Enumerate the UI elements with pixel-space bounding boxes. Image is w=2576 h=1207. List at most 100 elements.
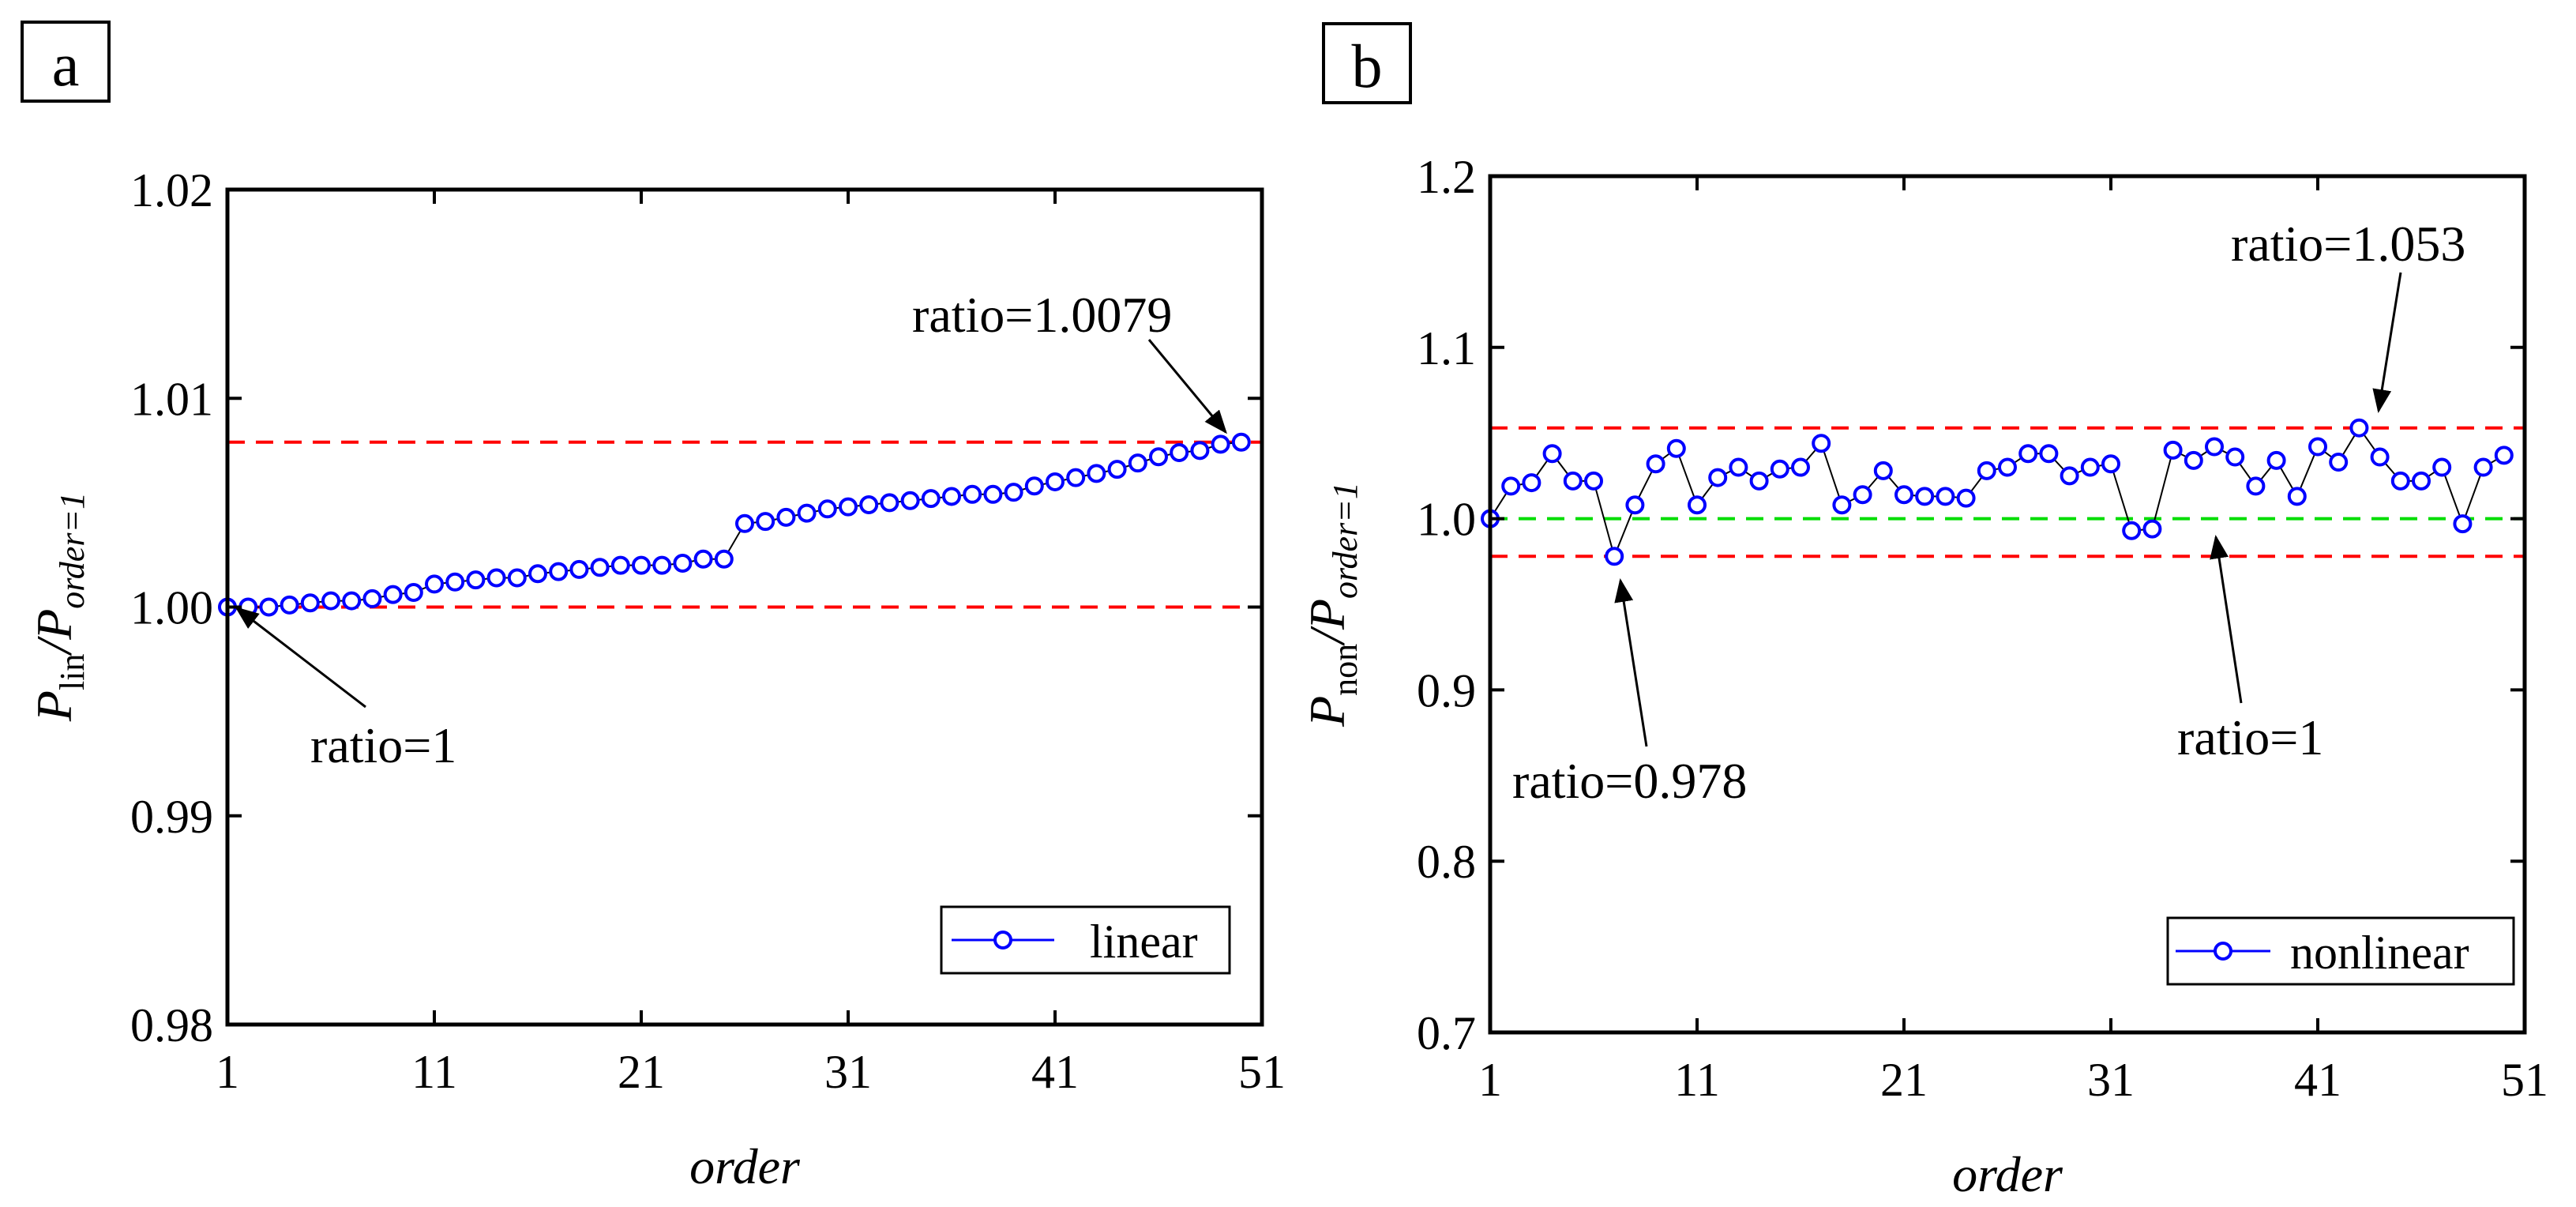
panel-b-data-point (1915, 487, 1935, 506)
panel-b-data-point (1708, 468, 1728, 487)
panel-a-data-point (652, 555, 672, 575)
panel-a-data-point (300, 593, 320, 613)
panel-a-annotation-max-arrow (1147, 339, 1227, 434)
panel-b-data-point (2308, 437, 2327, 457)
panel-b-data-point (1998, 457, 2017, 477)
panel-b-data-point (1749, 471, 1769, 491)
panel-b-annotation-one-arrow (2210, 535, 2243, 704)
panel-b-data-point (2184, 450, 2203, 470)
panel-b-data-point (2225, 447, 2245, 467)
panel-b-data-point (2163, 440, 2183, 460)
panel-a-data-point (1170, 442, 1189, 462)
panel-b-reference-lines (1490, 426, 2525, 558)
panel-b-data-point (1666, 438, 1686, 458)
panel-b-x-tick-label: 21 (1880, 1054, 1928, 1106)
panel-b-data-point (2018, 444, 2038, 464)
panel-a-legend-label: linear (1090, 916, 1198, 968)
panel-b-data-point (1501, 476, 1521, 496)
panel-a-data-point (1066, 468, 1086, 487)
panel-b-data-point (1605, 547, 1624, 566)
panel-a-data-point (776, 507, 796, 527)
panel-b-data-point (2390, 471, 2410, 491)
panel-a-data-point (963, 484, 982, 504)
panel-b-data-point (1791, 457, 1810, 477)
panel-b-annotation-low-arrow (1614, 578, 1648, 747)
panel-a-data-point (507, 568, 527, 588)
panel-a-data-point (610, 555, 630, 575)
panel-a-y-tick-label: 1.01 (130, 373, 213, 425)
panel-b-series (1481, 418, 2514, 566)
panel-b: b 1 11 21 31 41 510.70.80.91.01.11.2 order Pn… (1299, 22, 2548, 1202)
panel-a-ticks: 1 11 21 31 41 510.980.991.001.011.02 (130, 164, 1286, 1098)
panel-a-x-tick-label: 11 (411, 1046, 457, 1098)
panel-b-data-point (2205, 437, 2224, 457)
panel-b-data-point (1832, 495, 1852, 515)
panel-a-data-point (259, 597, 279, 617)
panel-b-y-tick-label: 1.2 (1417, 151, 1476, 203)
panel-a-data-point (673, 554, 693, 573)
panel-a-data-point (1211, 434, 1230, 454)
panel-b-annotation-one: ratio=1 (2177, 709, 2323, 765)
panel-a-data-point (321, 591, 340, 611)
panel-b-legend-marker (2214, 942, 2232, 961)
panel-a: a 1 11 21 31 41 510.980.991.001.011.02 order … (21, 21, 1286, 1194)
panel-b-data-point (2122, 521, 2142, 540)
panel-b-data-point (1522, 473, 1541, 493)
panel-a-label: a (52, 30, 80, 99)
panel-b-data-point (1853, 485, 1872, 505)
panel-b-x-tick-label: 1 (1478, 1054, 1502, 1106)
panel-b-y-tick-label: 1.1 (1417, 322, 1476, 374)
panel-a-data-point (714, 549, 734, 569)
panel-b-data-point (1688, 495, 1707, 515)
panel-b-data-point (2329, 453, 2349, 472)
panel-a-legend-marker (993, 931, 1012, 949)
panel-a-series-line-0 (227, 441, 1241, 608)
panel-b-data-point (1729, 457, 1748, 477)
panel-a-data-point (900, 491, 920, 510)
panel-b-y-tick-label: 0.9 (1417, 664, 1476, 716)
panel-a-data-point (1004, 483, 1023, 502)
panel-b-x-tick-label: 11 (1674, 1054, 1720, 1106)
panel-b-data-point (2101, 454, 2120, 474)
panel-b-data-point (1625, 495, 1645, 515)
panel-a-reference-lines (227, 440, 1262, 609)
panel-b-data-point (2370, 447, 2390, 467)
panel-a-data-point (1107, 460, 1127, 479)
panel-a-data-point (528, 564, 547, 584)
panel-a-data-point (1231, 432, 1251, 452)
panel-b-x-tick-label: 51 (2501, 1054, 2548, 1106)
panel-b-label-box (1322, 22, 1412, 104)
panel-b-y-axis-label: Pnon/Porder=1 (1299, 482, 1365, 728)
panel-b-data-point (1936, 487, 1955, 506)
panel-b-data-point (1563, 471, 1583, 491)
panel-a-x-axis-label: order (689, 1138, 801, 1194)
panel-a-data-point (486, 568, 506, 588)
panel-b-label: b (1352, 32, 1383, 100)
panel-a-data-point (466, 570, 486, 590)
panel-a-data-point (342, 591, 362, 611)
panel-a-annotation-min-arrow (235, 607, 366, 709)
panel-a-data-point (756, 512, 775, 532)
panel-b-data-point (2266, 450, 2286, 470)
panel-a-y-axis-label: Plin/Porder=1 (26, 492, 92, 722)
panel-a-y-tick-label: 1.02 (130, 164, 213, 216)
panel-b-x-tick-label: 41 (2294, 1054, 2341, 1106)
panel-b-ticks: 1 11 21 31 41 510.70.80.91.01.11.2 (1417, 151, 2548, 1106)
panel-a-data-point (797, 503, 817, 523)
panel-a-data-point (735, 513, 754, 533)
panel-a-data-point (1128, 453, 1147, 473)
panel-b-x-axis-label: order (1952, 1146, 2063, 1202)
panel-a-data-point (1046, 472, 1065, 491)
panel-b-data-point (1894, 485, 1913, 505)
panel-a-data-point (549, 562, 569, 581)
panel-a-data-point (404, 583, 423, 603)
panel-b-data-point (1542, 444, 1562, 464)
panel-a-series (218, 432, 1251, 617)
panel-b-plot-frame (1488, 174, 2527, 1035)
panel-b-data-point (2039, 444, 2059, 464)
panel-a-data-point (425, 574, 444, 594)
panel-a-x-tick-label: 51 (1238, 1046, 1286, 1098)
panel-a-y-tick-label: 0.99 (130, 791, 213, 843)
panel-b-annotation-max: ratio=1.053 (2231, 216, 2465, 272)
